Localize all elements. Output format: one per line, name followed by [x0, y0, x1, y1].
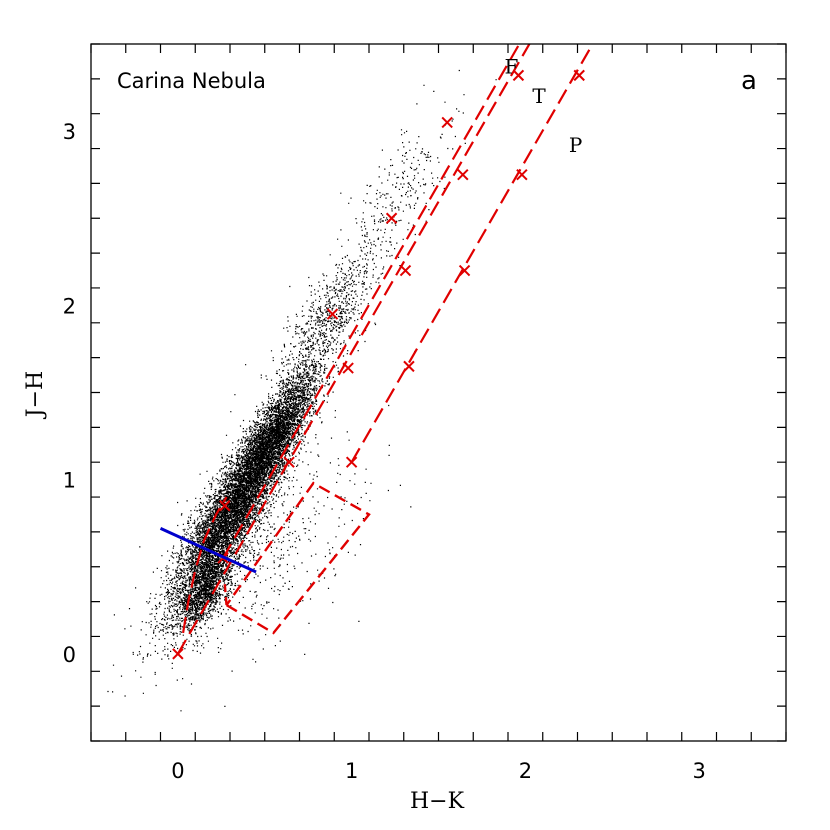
intrinsic-curve	[182, 496, 228, 634]
cross-marker	[399, 264, 412, 277]
x-tick-label: 3	[692, 759, 705, 783]
y-tick-label: 1	[63, 469, 76, 493]
cross-marker	[342, 362, 354, 374]
cross-marker	[441, 116, 453, 129]
dashed-box	[225, 481, 371, 635]
cross-marker	[458, 264, 471, 277]
cross-marker	[385, 212, 398, 224]
point-cloud	[107, 69, 497, 712]
x-tick-label: 1	[345, 759, 358, 783]
cross-marker	[512, 69, 525, 82]
cross-marker	[516, 168, 528, 181]
cross-marker	[326, 308, 339, 320]
y-tick-label: 0	[63, 643, 76, 667]
cross-marker	[172, 648, 184, 660]
tick-marks	[90, 43, 787, 742]
reddening-line-t	[222, 44, 521, 559]
x-tick-label: 0	[171, 759, 184, 783]
cross-marker	[573, 69, 585, 82]
chart-title: Carina Nebula	[117, 69, 266, 93]
y-tick-label: 3	[63, 120, 76, 144]
tick-labels: FT P 0 1 2 3 0 1 2 3	[63, 55, 706, 783]
y-tick-label: 2	[63, 294, 76, 318]
scatter-points	[107, 69, 497, 712]
reddening-line-f	[176, 44, 531, 655]
x-tick-label: 2	[519, 759, 532, 783]
cross-marker	[403, 360, 415, 373]
reddening-line-p	[350, 44, 594, 463]
cross-marker	[457, 168, 469, 181]
box-connector	[223, 584, 228, 606]
line-label-t: T	[532, 84, 546, 108]
cross-marker	[283, 456, 295, 468]
panel-label: a	[741, 66, 757, 96]
line-label-p: P	[569, 133, 582, 157]
ctts-locus-line	[159, 527, 257, 574]
x-axis-label: H−K	[410, 789, 465, 814]
axis-ticks	[90, 43, 787, 742]
curves	[159, 44, 594, 660]
line-label-f: F	[505, 55, 519, 79]
cross-marker	[345, 456, 358, 468]
y-axis-label: J−H	[23, 371, 48, 419]
cross-marker	[219, 500, 231, 512]
